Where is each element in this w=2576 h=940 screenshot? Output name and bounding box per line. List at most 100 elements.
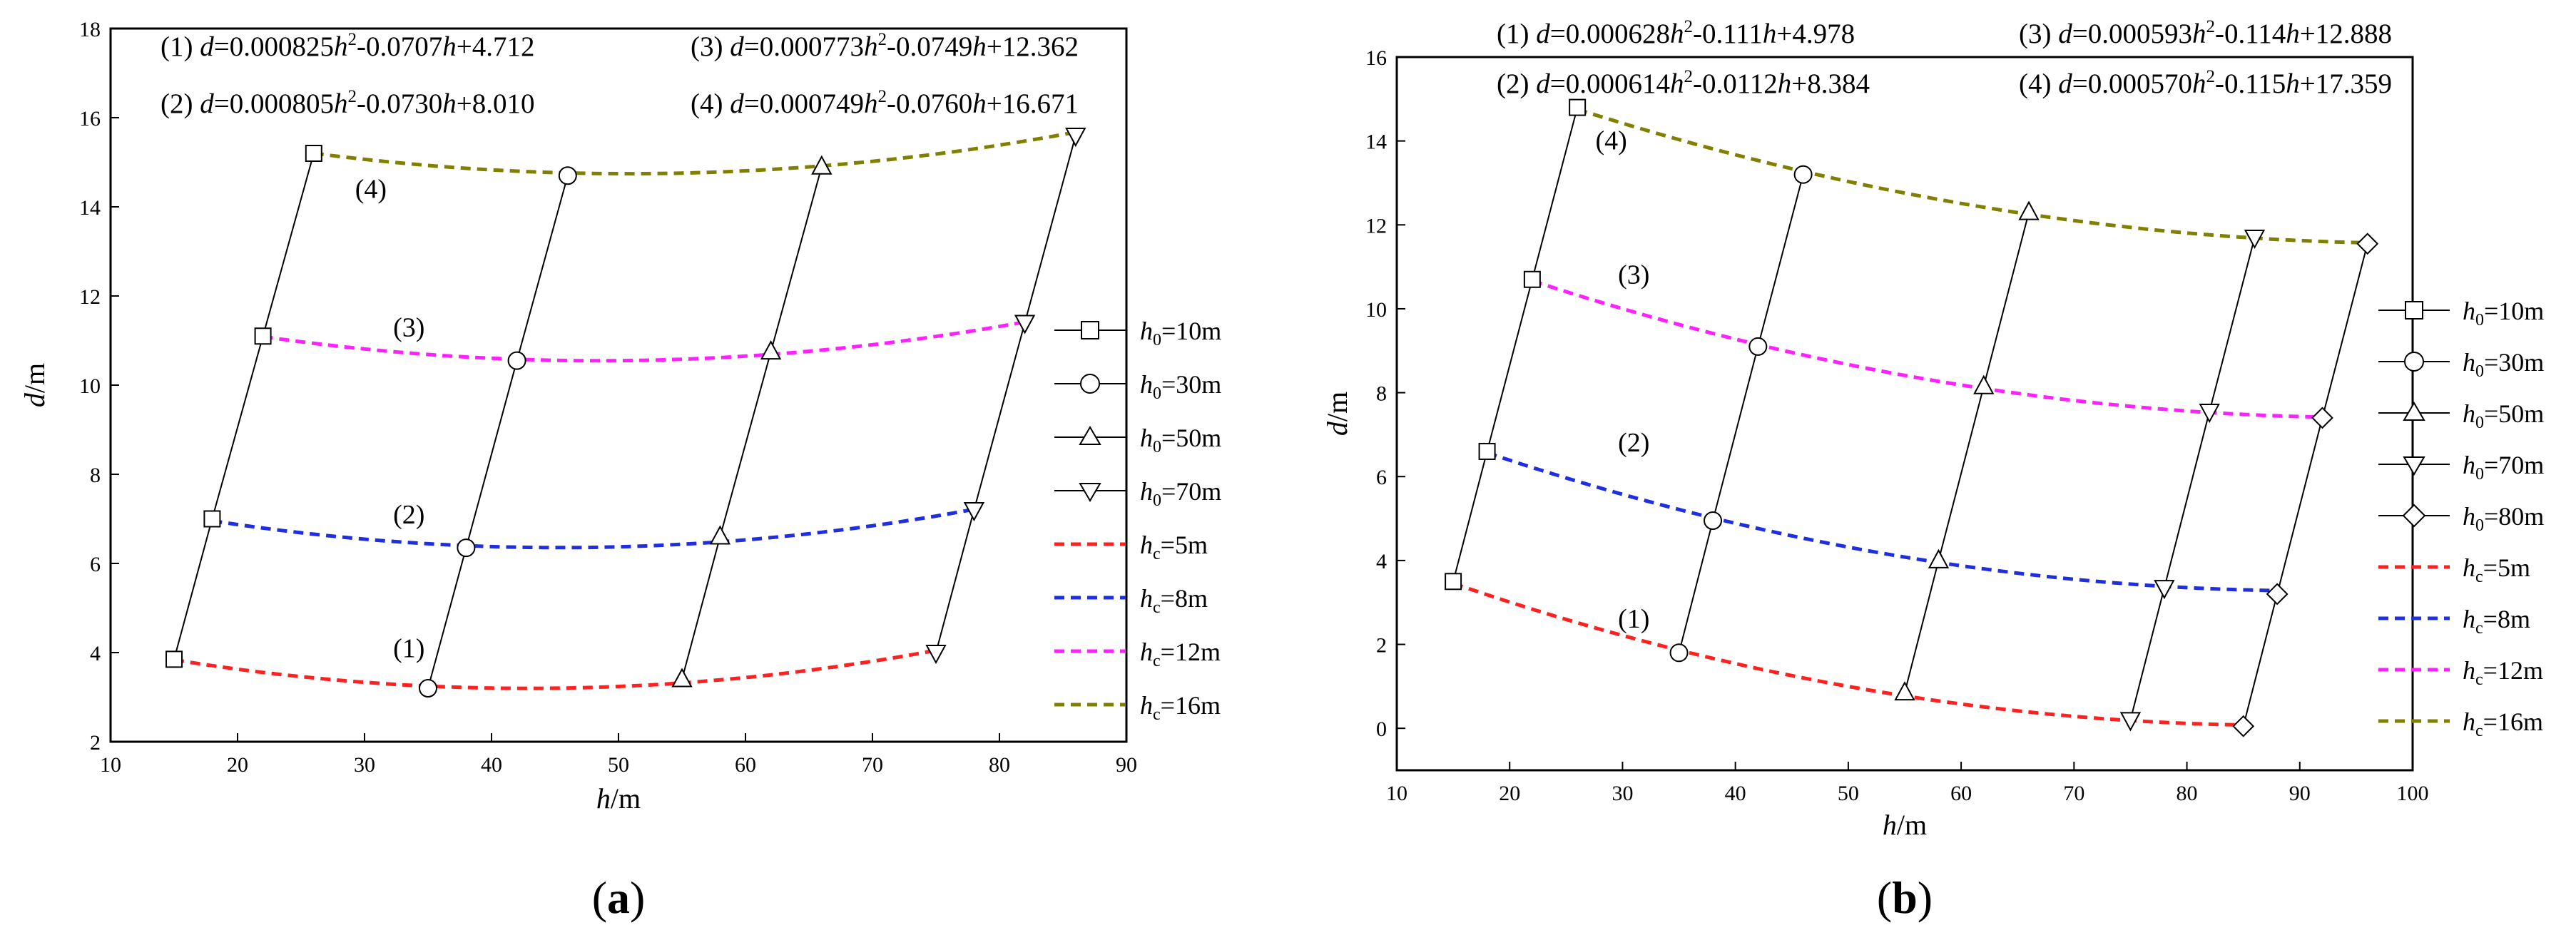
diamond-marker-icon: [2402, 504, 2426, 528]
triangle-down-marker-icon: [1079, 483, 1101, 502]
y-tick-label: 10: [79, 374, 101, 398]
triangle-up-marker: [1928, 548, 1950, 568]
legend-entry-h0-30: h0=30m: [1054, 370, 1221, 403]
square-marker-icon: [2405, 301, 2423, 320]
svg-text:h0=30m: h0=30m: [1140, 370, 1221, 403]
panel-label: (a): [592, 872, 646, 923]
square-marker: [203, 510, 221, 528]
triangle-down-marker: [1065, 128, 1086, 148]
curve-label: (1): [393, 633, 424, 663]
legend-entry-h0-70: h0=70m: [2378, 451, 2544, 484]
x-tick-label: 80: [2177, 782, 2198, 805]
x-tick-label: 70: [2063, 782, 2084, 805]
triangle-up-marker: [2018, 200, 2040, 220]
curve-label: (3): [393, 312, 424, 342]
x-tick-label: 70: [862, 753, 883, 777]
x-axis-label: h/m: [1883, 809, 1927, 841]
hc-series-curve: [313, 130, 1076, 176]
equation-block: (1) d=0.000628h2-0.111h+4.978 (2) d=0.00…: [1497, 17, 2392, 99]
triangle-up-marker: [760, 340, 782, 360]
svg-text:h0=80m: h0=80m: [2463, 502, 2544, 535]
x-tick-label: 20: [1499, 782, 1520, 805]
legend-entry-hc-8: hc=8m: [2378, 605, 2530, 638]
plot-frame: [109, 27, 1128, 743]
y-tick-label: 10: [1365, 298, 1387, 322]
circle-marker: [1793, 165, 1813, 184]
hc-series-curve: [1452, 581, 2244, 727]
legend-entry-h0-80: h0=80m: [2378, 502, 2544, 535]
circle-marker-icon: [1080, 374, 1100, 394]
legend-entry-h0-50: h0=50m: [2378, 399, 2544, 432]
chart-panel-b: 10 20 30 40 50 60 70 80 90 100 0 2 4 6 8 10 12 14 16 (1) d…: [1321, 17, 2544, 923]
triangle-down-marker: [2119, 712, 2142, 732]
x-tick-label: 20: [227, 753, 248, 777]
curve-label: (2): [393, 500, 424, 530]
svg-text:hc=5m: hc=5m: [2463, 553, 2530, 586]
hc-series-curve: [173, 648, 937, 690]
x-tick-label: 100: [2397, 782, 2429, 805]
svg-text:hc=16m: hc=16m: [2463, 707, 2543, 740]
circle-marker: [558, 166, 577, 185]
y-tick-label: 4: [90, 642, 101, 665]
x-tick-label: 30: [354, 753, 375, 777]
square-marker: [1445, 573, 1462, 591]
y-tick-label: 6: [1376, 466, 1387, 489]
svg-text:h0=30m: h0=30m: [2463, 348, 2544, 381]
hc-series-curve: [263, 320, 1026, 363]
h0-series-line: [173, 153, 315, 660]
chart-panel-a: 10 20 30 40 50 60 70 80 90 2 4 6 8 10 12 14 16 18 (1) d=0…: [19, 18, 1221, 923]
legend-entry-h0-10: h0=10m: [1054, 317, 1221, 349]
triangle-up-marker: [671, 668, 693, 688]
y-tick-label: 8: [90, 464, 101, 487]
y-tick-label: 6: [90, 553, 101, 576]
curve-labels: (1) (2) (3) (4): [355, 175, 425, 664]
equation-2: (2) d=0.000805h2-0.0730h+8.010: [161, 87, 534, 119]
y-tick-label: 14: [79, 196, 101, 220]
y-tick-label: 16: [1365, 46, 1387, 70]
legend-entry-h0-30: h0=30m: [2378, 348, 2544, 381]
svg-text:hc=8m: hc=8m: [1140, 584, 1208, 617]
circle-marker: [1748, 337, 1768, 356]
axis-ticks: 10 20 30 40 50 60 70 80 90 100 0 2 4 6 8 10 12 14 16: [1365, 46, 2429, 805]
h0-series-line: [2129, 237, 2256, 720]
legend-entry-hc-16: hc=16m: [2378, 707, 2543, 740]
x-tick-label: 80: [989, 753, 1010, 777]
data-markers: [166, 128, 1086, 698]
h0-series-lines: [173, 135, 1076, 689]
y-tick-label: 2: [90, 731, 101, 755]
x-tick-label: 30: [1612, 782, 1633, 805]
legend-entry-hc-12: hc=12m: [1054, 638, 1221, 670]
svg-text:hc=12m: hc=12m: [1140, 638, 1221, 670]
y-axis-label: d/m: [19, 363, 51, 407]
h0-series-line: [1452, 107, 1579, 582]
svg-text:h0=70m: h0=70m: [2463, 451, 2544, 484]
y-tick-label: 0: [1376, 717, 1387, 741]
triangle-up-marker-icon: [2403, 402, 2425, 421]
square-marker-icon: [1081, 321, 1099, 339]
x-tick-label: 50: [608, 753, 629, 777]
svg-text:h0=50m: h0=50m: [2463, 399, 2544, 432]
curve-label: (1): [1618, 604, 1649, 634]
circle-marker-icon: [2404, 352, 2424, 372]
y-tick-label: 16: [79, 107, 101, 131]
legend: h0=10m h0=30m h0=50m h0=70m h0=80m: [2378, 297, 2544, 740]
equation-3: (3) d=0.000593h2-0.114h+12.888: [2019, 17, 2392, 49]
equation-4: (4) d=0.000749h2-0.0760h+16.671: [691, 87, 1079, 119]
curve-labels: (1) (2) (3) (4): [1595, 126, 1649, 634]
data-markers: [1445, 98, 2379, 737]
circle-marker: [457, 538, 476, 558]
curve-label: (4): [1595, 126, 1626, 155]
h0-series-line: [1904, 212, 2030, 693]
triangle-up-marker: [709, 525, 731, 545]
curve-label: (2): [1618, 428, 1649, 458]
diamond-marker: [2266, 583, 2289, 606]
equation-1: (1) d=0.000628h2-0.111h+4.978: [1497, 17, 1855, 49]
hc-series-curve: [1577, 107, 2368, 245]
triangle-down-marker: [963, 502, 985, 522]
x-tick-label: 10: [1386, 782, 1407, 805]
triangle-up-marker: [811, 155, 833, 175]
diamond-marker: [2356, 233, 2379, 255]
y-tick-label: 14: [1365, 131, 1387, 154]
h0-series-lines: [1452, 107, 2368, 727]
legend-entry-h0-10: h0=10m: [2378, 297, 2544, 329]
